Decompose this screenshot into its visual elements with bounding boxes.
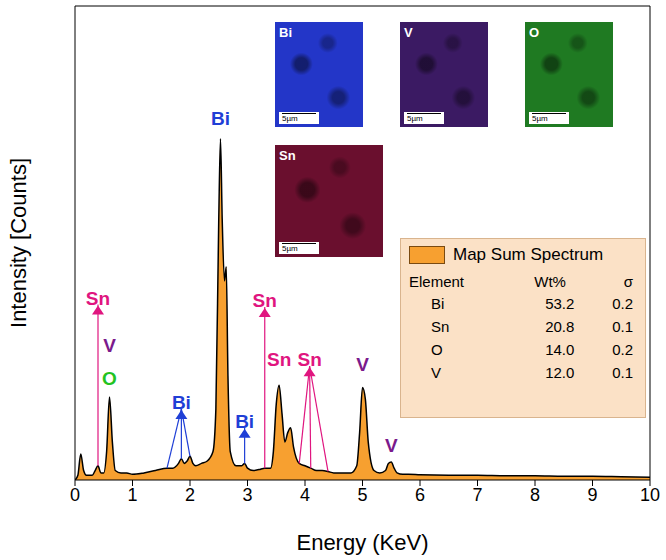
- svg-text:6: 6: [415, 485, 425, 505]
- html-text:Sn: Sn: [279, 148, 296, 163]
- html-text:V: V: [431, 364, 441, 381]
- html-text:5µm: 5µm: [532, 114, 548, 123]
- svg-text:Bi: Bi: [211, 108, 230, 129]
- html-text:5µm: 5µm: [407, 114, 423, 123]
- html-text:Element: Element: [409, 273, 464, 290]
- html-text:O: O: [431, 341, 443, 358]
- svg-text:5: 5: [357, 485, 367, 505]
- svg-text:V: V: [103, 335, 116, 356]
- svg-text:10: 10: [640, 485, 660, 505]
- html-text:0.1: 0.1: [612, 318, 633, 335]
- svg-text:2: 2: [185, 485, 195, 505]
- html-text:53.2: 53.2: [545, 295, 575, 312]
- svg-text:7: 7: [472, 485, 482, 505]
- html-text:Wt%: Wt%: [534, 273, 566, 290]
- html-text:Map Sum Spectrum: Map Sum Spectrum: [453, 245, 604, 264]
- html-text:Bi: Bi: [431, 295, 445, 312]
- html-text:14.0: 14.0: [545, 341, 575, 358]
- svg-text:Sn: Sn: [267, 349, 291, 370]
- html-text:0.2: 0.2: [612, 341, 633, 358]
- svg-text:4: 4: [300, 485, 310, 505]
- svg-text:Bi: Bi: [172, 392, 191, 413]
- html-text:5µm: 5µm: [282, 114, 298, 123]
- svg-text:Sn: Sn: [86, 288, 110, 309]
- svg-text:V: V: [356, 354, 369, 375]
- svg-text:Energy (KeV): Energy (KeV): [296, 530, 428, 555]
- html-text:V: V: [404, 25, 413, 40]
- html-text:σ: σ: [623, 273, 633, 290]
- svg-text:Intensity [Counts]: Intensity [Counts]: [6, 158, 31, 328]
- svg-text:9: 9: [587, 485, 597, 505]
- svg-text:Sn: Sn: [253, 290, 277, 311]
- svg-text:V: V: [385, 435, 398, 456]
- svg-text:0: 0: [70, 485, 80, 505]
- svg-text:Bi: Bi: [235, 411, 254, 432]
- html-text:5µm: 5µm: [282, 244, 298, 253]
- html-text:12.0: 12.0: [545, 364, 575, 381]
- html-text:Bi: Bi: [279, 25, 292, 40]
- html-text:O: O: [529, 25, 540, 40]
- svg-text:1: 1: [127, 485, 137, 505]
- html-text:0.2: 0.2: [612, 295, 633, 312]
- html-text:Sn: Sn: [431, 318, 450, 335]
- svg-text:O: O: [102, 368, 117, 389]
- html-text:0.1: 0.1: [612, 364, 633, 381]
- html-text:20.8: 20.8: [545, 318, 575, 335]
- svg-text:Sn: Sn: [297, 349, 321, 370]
- svg-text:8: 8: [530, 485, 540, 505]
- svg-text:3: 3: [242, 485, 252, 505]
